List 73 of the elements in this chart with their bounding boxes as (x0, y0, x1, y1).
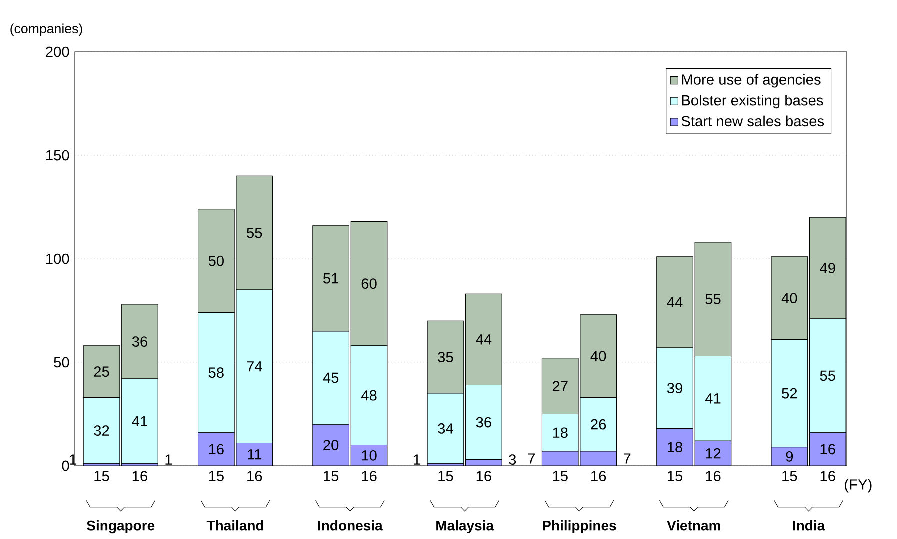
data-label: 74 (247, 362, 262, 372)
x-tick-label: 15 (209, 471, 224, 482)
x-tick-label: 16 (820, 471, 836, 482)
x-tick-label: 16 (476, 471, 492, 482)
text: Thailand (206, 520, 264, 531)
data-label: 48 (361, 390, 377, 401)
data-label: 16 (209, 444, 224, 455)
x-tick-label: 16 (132, 471, 148, 482)
x-tick-label: 16 (362, 471, 377, 482)
x-tick-label: 15 (438, 471, 454, 482)
text: Philippines (543, 520, 616, 534)
data-label: 1 (70, 454, 76, 465)
data-label: 7 (624, 454, 631, 464)
data-label: 40 (590, 351, 606, 362)
x-tick-label: 15 (553, 471, 568, 482)
data-label: 26 (591, 419, 606, 430)
x-tick-label: 15 (94, 471, 110, 482)
y-tick-label: 150 (46, 150, 70, 161)
data-label: 58 (208, 368, 224, 378)
data-label: 35 (438, 352, 454, 363)
data-label: 36 (476, 417, 492, 428)
x-tick-label: 15 (668, 471, 683, 482)
data-label: 51 (323, 274, 339, 284)
data-label: 41 (132, 416, 148, 427)
data-label: 55 (820, 370, 836, 382)
data-label: 18 (668, 442, 683, 453)
data-label: 52 (782, 388, 798, 399)
data-label: 3 (509, 454, 516, 465)
data-label: 55 (247, 228, 262, 238)
data-label: 55 (706, 294, 721, 304)
data-label: 10 (362, 450, 377, 461)
y-tick-label: 50 (54, 357, 70, 368)
y-tick-label: 100 (46, 254, 70, 264)
text: Vietnam (667, 520, 720, 531)
text: Indonesia (318, 520, 383, 531)
data-label: 34 (438, 424, 454, 434)
data-label: 41 (705, 394, 721, 404)
data-label: 12 (706, 448, 721, 459)
y-axis-title: (companies) (10, 24, 82, 36)
x-tick-label: 15 (324, 471, 339, 482)
x-tick-label: 16 (706, 471, 721, 482)
x-tick-label: 16 (248, 471, 262, 482)
x-tick-label: 15 (782, 471, 798, 482)
data-label: 11 (248, 450, 262, 460)
data-label: 40 (782, 293, 798, 304)
text: India (793, 520, 826, 531)
legend-label: Start new sales bases (682, 116, 824, 127)
y-tick-label: 0 (62, 460, 70, 472)
y-tick-label: 200 (46, 46, 70, 58)
data-label: 9 (786, 451, 794, 462)
text: Malaysia (436, 520, 494, 534)
data-label: 60 (362, 278, 377, 290)
data-label: 50 (208, 256, 224, 266)
data-label: 16 (820, 444, 836, 455)
data-label: 18 (553, 428, 568, 438)
text: Singapore (87, 520, 155, 534)
data-label: 20 (324, 440, 339, 450)
data-label: 1 (414, 454, 420, 465)
data-label: 44 (476, 334, 492, 345)
data-label: 44 (667, 297, 683, 308)
x-axis-title: (FY) (845, 479, 872, 493)
legend-label: Bolster existing bases (682, 94, 824, 109)
data-label: 45 (323, 372, 339, 384)
data-label: 1 (166, 454, 172, 465)
data-label: 49 (820, 263, 836, 274)
data-label: 7 (528, 454, 535, 464)
data-label: 25 (94, 366, 110, 377)
data-label: 39 (667, 383, 682, 394)
data-label: 36 (132, 336, 148, 347)
x-tick-label: 16 (592, 471, 606, 482)
data-label: 32 (94, 426, 110, 436)
legend-label: More use of agencies (682, 74, 821, 88)
data-label: 27 (552, 381, 568, 392)
